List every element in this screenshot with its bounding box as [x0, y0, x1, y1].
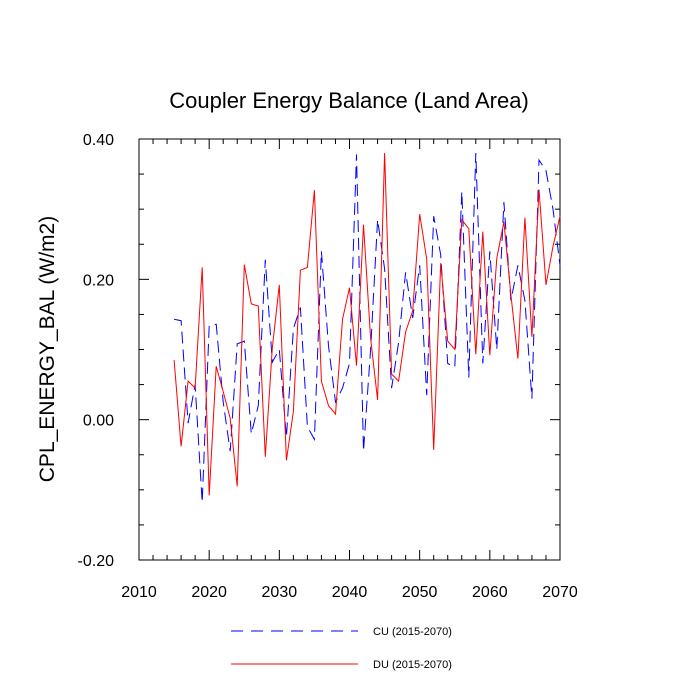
minor-ticks — [139, 139, 560, 560]
major-ticks — [138, 138, 561, 561]
y-tick-label-2: 0.20 — [83, 272, 114, 289]
series-line-du — [173, 152, 561, 496]
legend: CU (2015-2070) DU (2015-2070) — [231, 626, 452, 671]
x-tick-label-4: 2050 — [402, 584, 438, 601]
series-lines — [173, 152, 561, 503]
x-tick-label-6: 2070 — [542, 584, 578, 601]
x-tick-label-1: 2020 — [191, 584, 227, 601]
x-tick-label-2: 2030 — [262, 584, 298, 601]
x-tick-label-3: 2040 — [332, 584, 368, 601]
x-tick-labels: 2010 2020 2030 2040 2050 2060 2070 — [121, 584, 578, 601]
series-line-cu — [174, 152, 561, 503]
y-tick-label-0: -0.20 — [78, 553, 115, 570]
y-tick-label-3: 0.40 — [83, 132, 114, 149]
x-tick-label-5: 2060 — [472, 584, 508, 601]
y-axis-label: CPL_ENERGY_BAL (W/m2) — [36, 216, 59, 482]
chart-title: Coupler Energy Balance (Land Area) — [169, 88, 529, 113]
x-tick-label-0: 2010 — [121, 584, 157, 601]
y-tick-labels: -0.20 0.00 0.20 0.40 — [78, 132, 115, 570]
y-tick-label-1: 0.00 — [83, 413, 114, 430]
legend-label-cu: CU (2015-2070) — [373, 626, 452, 638]
legend-label-du: DU (2015-2070) — [373, 659, 452, 671]
